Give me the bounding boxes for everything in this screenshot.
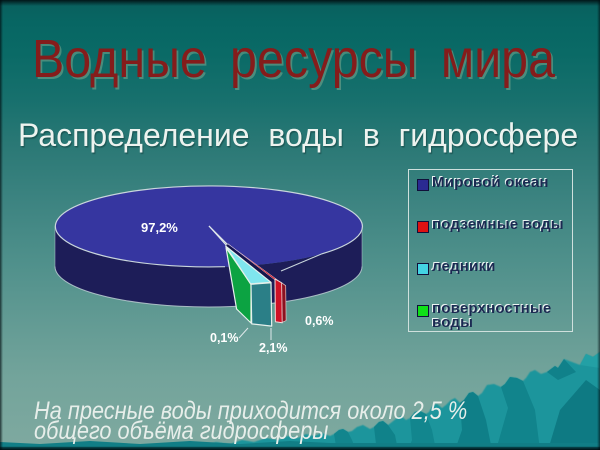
svg-text:97,2%: 97,2% xyxy=(141,220,178,235)
svg-text:2,1%: 2,1% xyxy=(259,341,288,355)
svg-text:0,1%: 0,1% xyxy=(210,331,239,345)
svg-text:0,6%: 0,6% xyxy=(305,314,334,328)
